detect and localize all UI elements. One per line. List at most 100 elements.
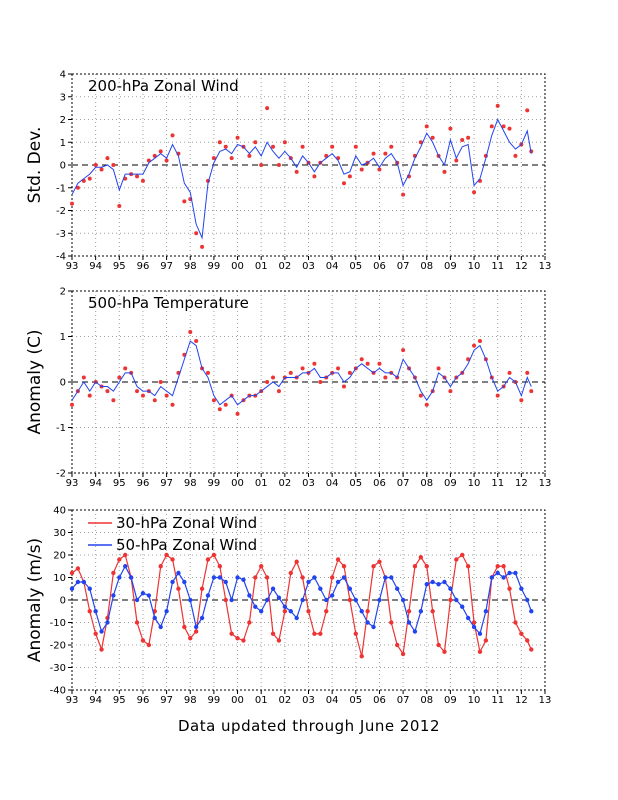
series-line-blue bbox=[71, 118, 532, 240]
x-tick-label: 94 bbox=[89, 695, 102, 706]
data-point-red bbox=[276, 163, 281, 167]
data-point-50hpa bbox=[501, 575, 506, 580]
x-tick-label: 10 bbox=[468, 478, 481, 489]
data-point-red bbox=[513, 153, 518, 158]
x-tick-label: 12 bbox=[515, 695, 528, 706]
data-point-red bbox=[294, 169, 299, 174]
data-point-30hpa bbox=[282, 609, 288, 614]
y-tick-label: -30 bbox=[50, 663, 66, 674]
y-tick-label: 4 bbox=[60, 70, 66, 81]
data-point-red bbox=[182, 199, 187, 204]
data-point-30hpa bbox=[477, 649, 483, 654]
x-tick-label: 98 bbox=[184, 478, 197, 489]
y-tick-label: -20 bbox=[50, 641, 66, 652]
data-point-red bbox=[276, 389, 281, 394]
data-point-red bbox=[495, 393, 500, 398]
data-point-red bbox=[371, 151, 376, 156]
data-point-30hpa bbox=[176, 586, 181, 591]
data-point-red bbox=[158, 149, 163, 154]
data-point-50hpa bbox=[312, 575, 317, 580]
x-tick-label: 11 bbox=[491, 695, 504, 706]
panel-title-500hpa-temperature: 500-hPa Temperature bbox=[88, 294, 249, 312]
data-point-30hpa bbox=[188, 636, 193, 641]
data-point-red bbox=[253, 140, 258, 145]
data-point-red bbox=[271, 375, 276, 380]
x-tick-label: 05 bbox=[349, 261, 362, 272]
data-point-red bbox=[105, 156, 110, 161]
y-axis-label-anomaly-c: Anomaly (C) bbox=[25, 329, 45, 434]
panel-stratospheric-zonal-wind: 93 94 95 96 97 98 99 00 01 02 03 04 05 06 07 08 09 10 11 12… bbox=[25, 506, 551, 707]
data-point-red bbox=[111, 163, 116, 167]
data-point-30hpa bbox=[270, 631, 276, 636]
data-point-50hpa bbox=[81, 579, 87, 585]
data-point-30hpa bbox=[347, 597, 353, 603]
plot-frame bbox=[71, 290, 546, 474]
data-point-30hpa bbox=[75, 566, 81, 571]
x-tick-label: 04 bbox=[326, 261, 339, 272]
data-point-50hpa bbox=[217, 575, 223, 580]
data-point-50hpa bbox=[164, 609, 169, 614]
data-point-50hpa bbox=[193, 624, 199, 630]
data-point-red bbox=[235, 411, 240, 416]
data-point-red bbox=[265, 106, 270, 111]
data-point-red bbox=[170, 402, 175, 407]
data-point-30hpa bbox=[495, 564, 500, 569]
data-point-50hpa bbox=[424, 582, 429, 587]
x-tick-label: 02 bbox=[278, 695, 291, 706]
data-point-50hpa bbox=[513, 570, 518, 576]
data-point-red bbox=[164, 158, 169, 163]
data-point-30hpa bbox=[389, 620, 394, 625]
data-point-50hpa bbox=[241, 577, 246, 582]
data-point-50hpa bbox=[146, 593, 152, 598]
data-point-50hpa bbox=[335, 579, 341, 585]
data-point-30hpa bbox=[146, 642, 152, 648]
y-tick-label: 30 bbox=[53, 528, 66, 539]
x-tick-label: 10 bbox=[468, 695, 481, 706]
data-point-30hpa bbox=[442, 649, 447, 654]
x-tick-label: 11 bbox=[491, 261, 504, 272]
x-tick-label: 11 bbox=[491, 478, 504, 489]
data-point-30hpa bbox=[353, 631, 358, 636]
x-tick-label: 95 bbox=[113, 261, 126, 272]
data-point-red bbox=[318, 380, 323, 384]
data-point-50hpa bbox=[282, 604, 288, 609]
panel-200hpa-zonal-wind: 93 94 95 96 97 98 99 00 01 02 03 04 05 06 07 08 09 10 11 12… bbox=[25, 70, 551, 273]
data-point-30hpa bbox=[306, 609, 311, 614]
data-point-red bbox=[436, 366, 441, 371]
data-point-50hpa bbox=[176, 570, 181, 576]
data-point-red bbox=[389, 144, 394, 149]
data-point-red bbox=[223, 402, 228, 407]
data-point-50hpa bbox=[377, 597, 382, 603]
data-point-red bbox=[81, 375, 86, 380]
data-point-red bbox=[466, 135, 471, 140]
y-tick-label: 1 bbox=[60, 332, 66, 343]
data-point-red bbox=[401, 192, 406, 197]
x-tick-label: 01 bbox=[255, 261, 268, 272]
data-point-red bbox=[347, 370, 352, 375]
data-point-50hpa bbox=[128, 575, 134, 580]
data-point-50hpa bbox=[365, 620, 370, 625]
x-tick-label: 04 bbox=[326, 695, 339, 706]
x-tick-label: 01 bbox=[255, 478, 268, 489]
data-point-50hpa bbox=[306, 579, 311, 585]
data-point-red bbox=[135, 389, 140, 394]
data-point-30hpa bbox=[324, 609, 329, 614]
data-point-50hpa bbox=[383, 575, 388, 580]
data-point-50hpa bbox=[477, 631, 483, 636]
x-tick-label: 96 bbox=[137, 478, 150, 489]
data-point-50hpa bbox=[105, 620, 110, 625]
data-point-50hpa bbox=[247, 593, 252, 598]
data-point-50hpa bbox=[87, 586, 92, 591]
data-point-red bbox=[330, 144, 335, 149]
data-point-30hpa bbox=[507, 586, 512, 591]
data-point-50hpa bbox=[93, 609, 98, 614]
x-tick-label: 10 bbox=[468, 261, 481, 272]
data-point-red bbox=[377, 361, 382, 366]
panel-500hpa-temperature: 93 94 95 96 97 98 99 00 01 02 03 04 05 06 07 08 09 10 11 12… bbox=[25, 287, 551, 490]
data-point-red bbox=[282, 140, 287, 145]
plot-area: 93 94 95 96 97 98 99 00 01 02 03 04 05 06 07 08 09 10 11 12… bbox=[50, 506, 552, 707]
data-point-red bbox=[507, 126, 512, 131]
data-point-30hpa bbox=[377, 559, 382, 564]
data-point-50hpa bbox=[442, 579, 447, 585]
data-point-30hpa bbox=[394, 642, 400, 648]
